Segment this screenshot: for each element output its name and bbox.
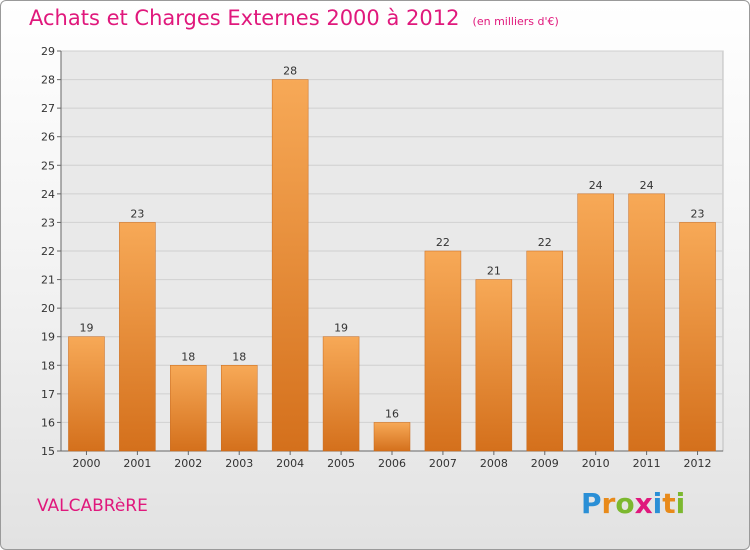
x-tick-label: 2004 <box>276 457 304 470</box>
bar-value-label: 23 <box>691 207 705 220</box>
chart-title-block: Achats et Charges Externes 2000 à 2012 (… <box>29 6 559 30</box>
bar <box>577 193 614 452</box>
x-tick-label: 2006 <box>378 457 406 470</box>
y-tick-label: 21 <box>41 274 55 287</box>
bar <box>424 250 462 452</box>
x-tick-label: 2007 <box>429 457 457 470</box>
bar-value-label: 21 <box>487 265 501 278</box>
bar-value-label: 22 <box>436 236 450 249</box>
x-tick-label: 2012 <box>684 457 712 470</box>
bar <box>679 222 716 452</box>
bar-value-label: 18 <box>232 350 246 363</box>
x-tick-label: 2005 <box>327 457 355 470</box>
y-tick-label: 15 <box>41 445 55 458</box>
bar <box>628 193 665 452</box>
bar-value-label: 16 <box>385 407 399 420</box>
logo-letter: i <box>675 487 686 520</box>
y-tick-label: 24 <box>41 188 55 201</box>
logo-letter: P <box>581 487 602 520</box>
y-tick-label: 27 <box>41 102 55 115</box>
x-tick-label: 2008 <box>480 457 508 470</box>
x-tick-label: 2000 <box>72 457 100 470</box>
x-tick-label: 2003 <box>225 457 253 470</box>
bar-value-label: 24 <box>589 179 603 192</box>
bar <box>475 279 513 452</box>
x-tick-label: 2009 <box>531 457 559 470</box>
y-tick-label: 29 <box>41 45 55 58</box>
y-tick-label: 26 <box>41 131 55 144</box>
y-tick-label: 25 <box>41 159 55 172</box>
bar-value-label: 24 <box>640 179 654 192</box>
x-tick-label: 2001 <box>123 457 151 470</box>
logo-letter: r <box>601 487 616 520</box>
bar-value-label: 18 <box>181 350 195 363</box>
proxiti-logo: Proxiti <box>581 487 685 520</box>
commune-name: VALCABRèRE <box>37 496 148 516</box>
bar <box>526 250 564 452</box>
chart-title: Achats et Charges Externes 2000 à 2012 <box>29 6 460 30</box>
x-tick-label: 2011 <box>633 457 661 470</box>
chart-unit: (en milliers d'€) <box>472 15 559 28</box>
bar <box>220 365 258 452</box>
bar <box>68 336 105 452</box>
y-tick-label: 18 <box>41 359 55 372</box>
bar-value-label: 22 <box>538 236 552 249</box>
bar <box>322 336 360 452</box>
logo-letter: t <box>662 487 676 520</box>
bar-value-label: 19 <box>334 322 348 335</box>
logo-letter: i <box>652 487 663 520</box>
y-tick-label: 17 <box>41 388 55 401</box>
y-tick-label: 20 <box>41 302 55 315</box>
y-tick-label: 22 <box>41 245 55 258</box>
bar-value-label: 28 <box>283 65 297 78</box>
bar <box>119 222 156 452</box>
bar-value-label: 23 <box>130 207 144 220</box>
y-tick-label: 28 <box>41 74 55 87</box>
x-tick-label: 2010 <box>582 457 610 470</box>
bar <box>170 365 207 452</box>
bar <box>373 422 411 452</box>
x-tick-label: 2002 <box>174 457 202 470</box>
logo-letter: o <box>615 487 635 520</box>
y-tick-label: 23 <box>41 216 55 229</box>
bar-value-label: 19 <box>79 322 93 335</box>
y-tick-label: 16 <box>41 416 55 429</box>
logo-letter: x <box>634 487 653 520</box>
bar <box>271 79 309 452</box>
y-tick-label: 19 <box>41 331 55 344</box>
